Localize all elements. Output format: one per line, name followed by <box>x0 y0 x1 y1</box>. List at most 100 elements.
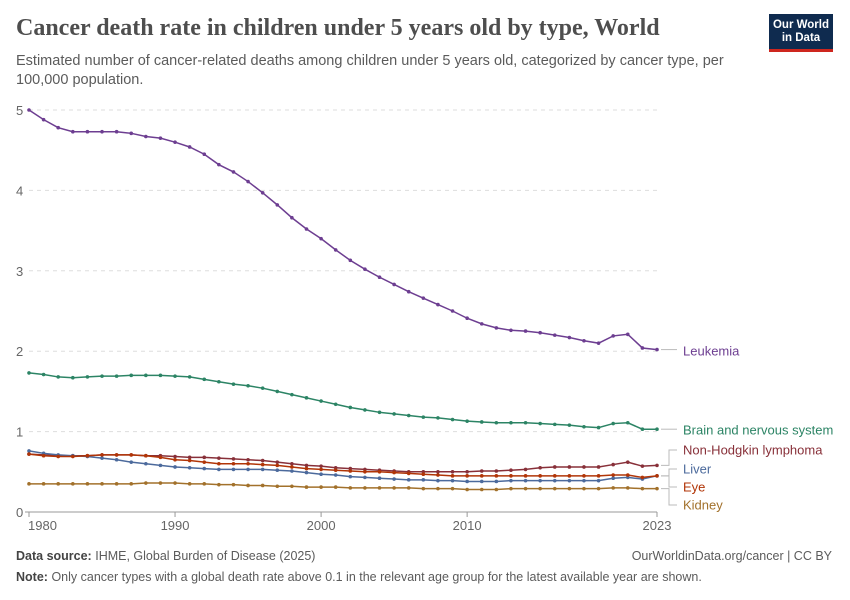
data-point <box>348 474 353 479</box>
data-point <box>450 478 455 483</box>
data-point <box>246 179 250 184</box>
data-point <box>377 410 382 415</box>
data-point <box>71 129 75 134</box>
data-point <box>114 457 119 462</box>
data-point <box>465 487 469 492</box>
data-point <box>202 482 207 486</box>
data-point <box>275 463 280 468</box>
data-point <box>129 373 134 378</box>
data-point <box>406 486 411 490</box>
data-point <box>129 460 134 464</box>
data-point <box>319 467 323 472</box>
label-connector <box>661 475 677 488</box>
data-point <box>552 478 557 483</box>
data-point <box>479 469 484 473</box>
data-point <box>582 338 586 343</box>
y-tick-label: 2 <box>16 344 23 359</box>
data-point <box>231 467 236 472</box>
data-point <box>333 248 338 252</box>
data-point <box>348 469 353 473</box>
label-connector <box>661 488 677 506</box>
data-point <box>523 467 528 472</box>
data-point <box>333 402 338 407</box>
data-point <box>173 481 177 485</box>
data-point <box>187 145 192 149</box>
data-point <box>494 420 499 425</box>
data-point <box>290 469 294 473</box>
data-point <box>377 470 382 474</box>
data-point <box>71 454 75 459</box>
data-point <box>260 458 265 463</box>
data-point <box>290 461 294 466</box>
data-point <box>479 479 484 484</box>
data-point <box>611 462 615 467</box>
data-point <box>144 481 148 485</box>
data-point <box>246 383 250 388</box>
data-point <box>479 487 484 492</box>
x-tick-label: 2023 <box>643 518 672 533</box>
source-url[interactable]: OurWorldinData.org/cancer | CC BY <box>631 549 832 563</box>
data-point <box>231 457 236 461</box>
series-line-brain-and-nervous-system <box>28 372 657 430</box>
data-point <box>509 474 513 478</box>
y-tick-label: 5 <box>16 103 23 118</box>
data-point <box>217 379 221 384</box>
data-point <box>552 486 557 491</box>
data-point <box>450 474 455 478</box>
data-point <box>71 482 75 486</box>
data-point <box>567 423 572 427</box>
data-point <box>436 416 440 420</box>
data-point <box>114 129 119 134</box>
data-point <box>202 152 207 157</box>
data-point <box>231 170 236 174</box>
data-point <box>100 129 104 134</box>
data-point <box>509 478 513 483</box>
data-point <box>552 333 557 337</box>
data-point <box>348 486 353 490</box>
data-point <box>348 258 353 263</box>
data-point <box>173 454 177 459</box>
data-point <box>304 463 309 468</box>
data-point <box>552 422 557 427</box>
data-point <box>582 465 586 469</box>
owid-logo[interactable]: Our World in Data <box>769 14 833 52</box>
chart-subtitle: Estimated number of cancer-related death… <box>16 53 724 88</box>
data-point <box>129 482 134 486</box>
data-point <box>406 471 411 476</box>
data-point <box>275 203 280 207</box>
data-point <box>260 483 265 488</box>
data-point <box>202 466 207 471</box>
data-point <box>450 309 455 313</box>
data-point <box>231 382 236 386</box>
x-tick-label: 1980 <box>28 518 57 533</box>
data-point <box>217 461 221 466</box>
data-point <box>552 465 557 469</box>
data-point <box>465 419 469 423</box>
data-point <box>450 486 455 491</box>
data-point <box>450 470 455 474</box>
data-point <box>144 453 148 458</box>
data-point <box>114 453 119 457</box>
data-point <box>319 236 323 241</box>
data-point <box>85 129 90 134</box>
data-point <box>523 474 528 478</box>
data-point <box>567 465 572 469</box>
data-point <box>304 466 309 471</box>
data-point <box>100 374 104 378</box>
data-point <box>421 415 426 419</box>
label-connector <box>661 468 677 477</box>
data-point <box>567 335 572 340</box>
data-point <box>290 392 294 397</box>
y-tick-label: 0 <box>16 505 23 520</box>
source-text[interactable]: IHME, Global Burden of Disease (2025) <box>95 549 316 563</box>
data-point <box>582 478 586 483</box>
series-line-liver <box>28 450 658 483</box>
data-point <box>41 453 46 458</box>
data-point <box>523 329 528 333</box>
data-point <box>392 412 396 416</box>
data-point <box>290 484 294 489</box>
data-point <box>640 427 645 431</box>
data-point <box>56 454 61 459</box>
